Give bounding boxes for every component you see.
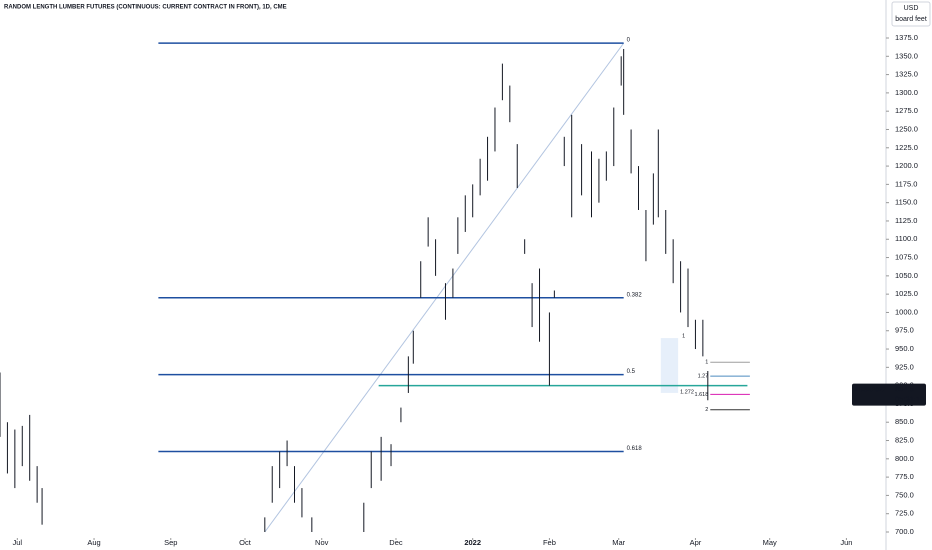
y-tick-label: 950.0 (895, 344, 914, 353)
y-tick-label: 1225.0 (895, 143, 918, 152)
y-tick-label: 1000.0 (895, 307, 918, 316)
y-tick-label: 1125.0 (895, 216, 917, 225)
y-tick-label: 750.0 (895, 490, 914, 499)
y-tick-label: 975.0 (895, 326, 914, 335)
y-tick-label: 1250.0 (895, 124, 918, 133)
price-tag-countdown: 05:31:10 (895, 395, 924, 404)
y-tick-label: 1150.0 (895, 198, 917, 207)
y-tick-label: 725.0 (895, 509, 914, 518)
x-tick-label: May (763, 538, 777, 547)
y-tick-label: 1075.0 (895, 253, 918, 262)
x-tick-label: Dec (389, 538, 403, 547)
y-tick-label: 1200.0 (895, 161, 918, 170)
trendline (264, 42, 625, 533)
extension-label: 1 (705, 360, 708, 366)
y-tick-label: 1275.0 (895, 106, 918, 115)
extension-label: 1.618 (695, 392, 709, 398)
x-tick-label: Aug (87, 538, 100, 547)
y-tick-label: 1175.0 (895, 179, 917, 188)
x-tick-label: Sep (164, 538, 177, 547)
extension-label: 1.27 (698, 374, 709, 380)
x-tick-label: Apr (690, 538, 702, 547)
y-tick-label: 850.0 (895, 417, 914, 426)
price-tag-symbol: LBSK2022 (855, 386, 886, 393)
currency: USD (904, 5, 919, 12)
chart-title: RANDOM LENGTH LUMBER FUTURES (CONTINUOUS… (4, 5, 287, 11)
y-tick-label: 1050.0 (895, 271, 918, 280)
fib-label: 0.5 (627, 369, 636, 375)
unit: board feet (895, 16, 927, 23)
price-tag-price: 894.5 (895, 385, 914, 394)
fib-label: 0 (627, 38, 631, 44)
y-tick-label: 1100.0 (895, 234, 917, 243)
extension-label: 2 (705, 407, 708, 413)
x-tick-label: 2022 (464, 538, 481, 547)
y-tick-label: 1325.0 (895, 70, 918, 79)
y-tick-label: 825.0 (895, 436, 914, 445)
projection-box (660, 338, 679, 393)
x-tick-label: Feb (543, 538, 556, 547)
fib-label: 0.382 (627, 292, 643, 298)
y-tick-label: 700.0 (895, 527, 914, 536)
x-tick-label: Mar (612, 538, 625, 547)
y-tick-label: 925.0 (895, 362, 914, 371)
x-tick-label: Nov (315, 538, 329, 547)
fib-label: 0.618 (627, 446, 643, 452)
x-tick-label: Jul (13, 538, 23, 547)
y-tick-label: 1350.0 (895, 51, 918, 60)
unit-box[interactable] (891, 1, 931, 27)
x-tick-label: Oct (239, 538, 252, 547)
y-tick-label: 800.0 (895, 454, 914, 463)
y-tick-label: 775.0 (895, 472, 914, 481)
box-label: 1.272 (680, 389, 694, 395)
y-tick-label: 1300.0 (895, 88, 918, 97)
price-tag-bg (852, 383, 926, 406)
y-tick-label: 1025.0 (895, 289, 918, 298)
x-tick-label: Jun (840, 538, 852, 547)
y-tick-label: 1375.0 (895, 33, 918, 42)
box-label-top: 1 (682, 334, 685, 340)
